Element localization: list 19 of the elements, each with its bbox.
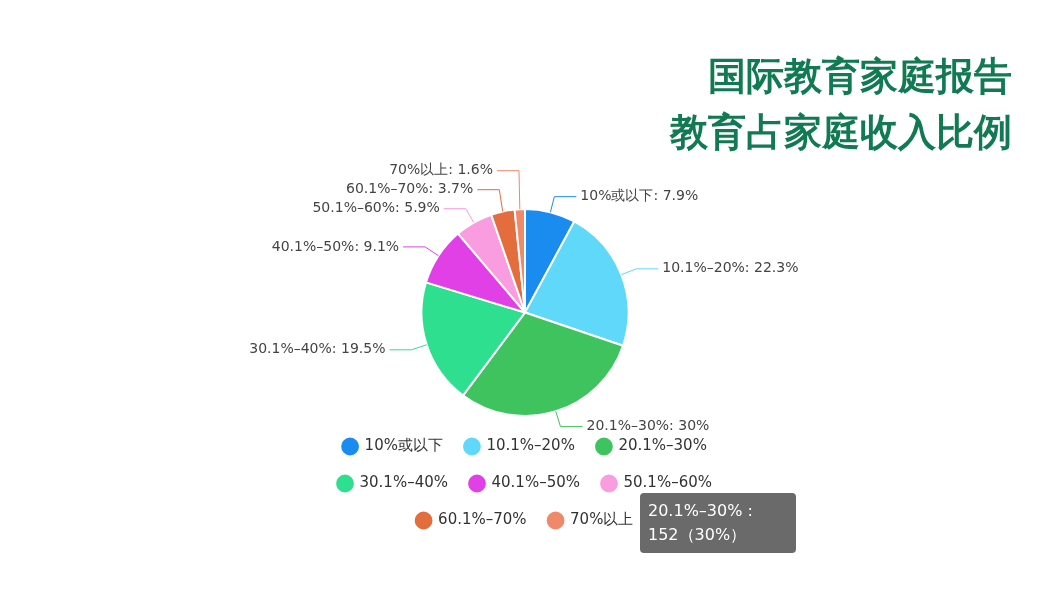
text: 20.1%–30% : 152（30%）: [640, 493, 796, 553]
data-label: 30.1%–40%: 19.5%: [249, 340, 386, 357]
chart-title: 国际教育家庭报告: [707, 53, 1012, 100]
legend-label: 60.1%–70%: [438, 510, 527, 529]
data-label: 50.1%–60%: 5.9%: [312, 199, 440, 216]
legend-label: 70%以上: [570, 510, 634, 529]
legend-label: 20.1%–30%: [618, 436, 707, 455]
data-label: 10.1%–20%: 22.3%: [662, 259, 799, 276]
data-label: 10%或以下: 7.9%: [580, 187, 699, 204]
legend-label: 40.1%–50%: [491, 473, 580, 492]
data-label: 60.1%–70%: 3.7%: [345, 180, 474, 197]
legend-label: 10%或以下: [364, 436, 443, 455]
legend-label: 30.1%–40%: [359, 473, 449, 492]
chart-subtitle: 教育占家庭收入比例: [668, 109, 1012, 156]
data-label: 70%以上: 1.6%: [389, 161, 493, 178]
data-label: 20.1%–30%: 30%: [586, 417, 710, 434]
legend-label: 50.1%–60%: [623, 473, 712, 492]
data-label: 40.1%–50%: 9.1%: [271, 237, 400, 254]
legend-label: 10.1%–20%: [486, 436, 575, 455]
